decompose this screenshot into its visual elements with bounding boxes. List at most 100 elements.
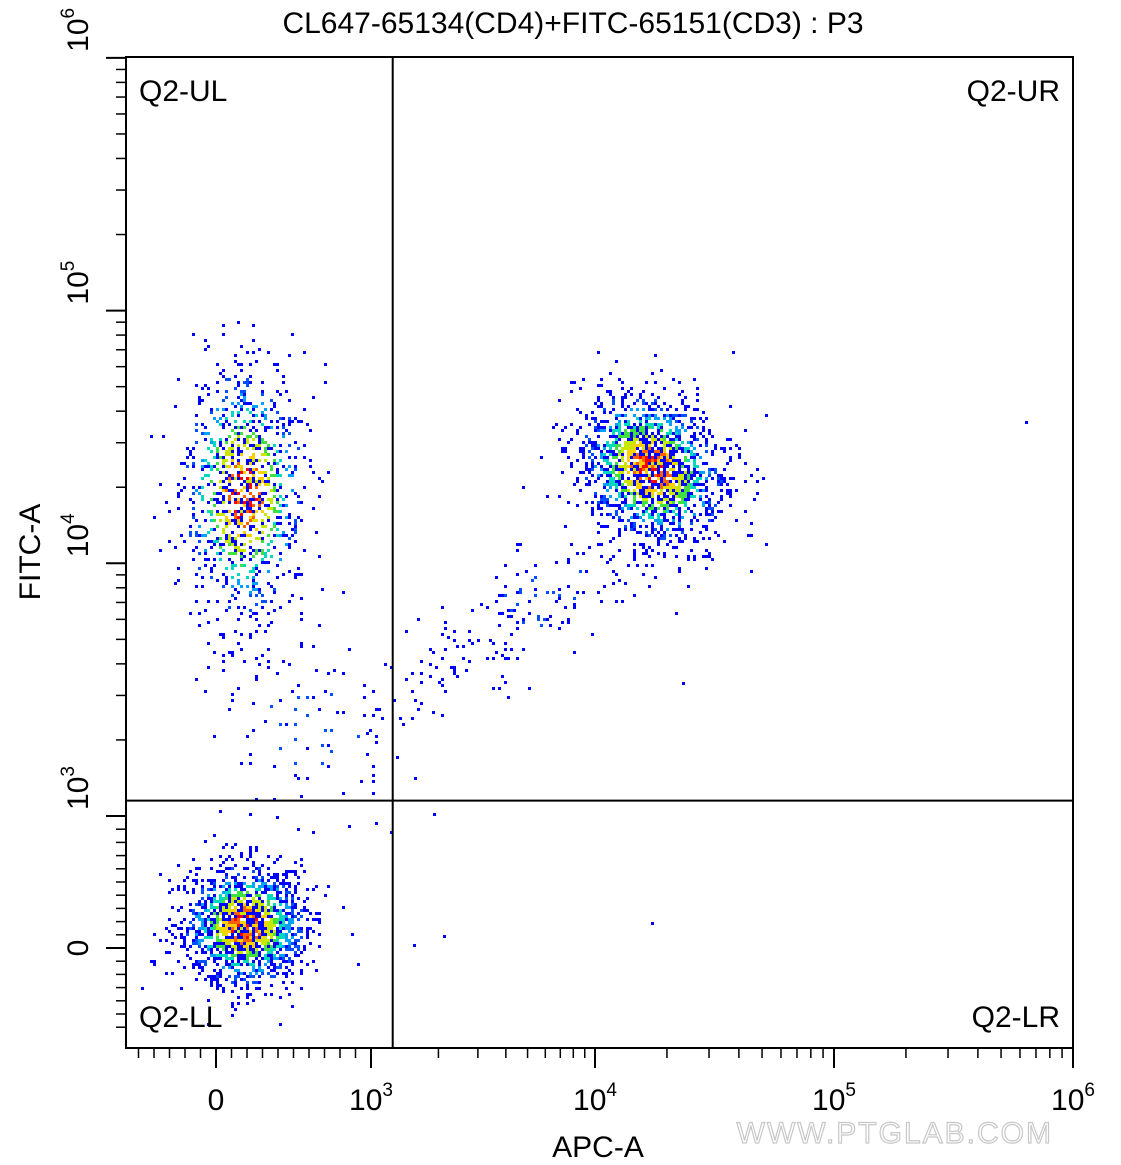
event-dot <box>312 507 315 510</box>
event-dot <box>678 537 681 540</box>
event-dot <box>189 927 192 930</box>
event-dot <box>246 957 249 960</box>
event-dot <box>234 879 237 882</box>
event-dot <box>702 435 705 438</box>
event-dot <box>225 417 228 420</box>
event-dot <box>219 903 222 906</box>
event-dot <box>252 405 255 408</box>
event-dot <box>183 942 186 945</box>
event-dot <box>615 360 618 363</box>
event-dot <box>213 954 216 957</box>
event-dot <box>216 906 219 909</box>
event-dot <box>645 486 648 489</box>
event-dot <box>270 498 273 501</box>
event-dot <box>486 657 489 660</box>
event-dot <box>258 444 261 447</box>
event-dot <box>228 498 231 501</box>
event-dot <box>225 936 228 939</box>
event-dot <box>443 935 446 938</box>
event-dot <box>267 912 270 915</box>
event-dot <box>276 918 279 921</box>
event-dot <box>645 465 648 468</box>
event-dot <box>210 984 213 987</box>
event-dot <box>570 465 573 468</box>
event-dot <box>258 438 261 441</box>
event-dot <box>258 879 261 882</box>
event-dot <box>657 477 660 480</box>
event-dot <box>708 468 711 471</box>
event-dot <box>591 510 594 513</box>
event-dot <box>309 912 312 915</box>
event-dot <box>273 486 276 489</box>
event-dot <box>618 426 621 429</box>
event-dot <box>234 963 237 966</box>
event-dot <box>705 450 708 453</box>
event-dot <box>276 426 279 429</box>
event-dot <box>270 507 273 510</box>
event-dot <box>660 519 663 522</box>
event-dot <box>375 822 378 825</box>
event-dot <box>642 426 645 429</box>
event-dot <box>216 975 219 978</box>
event-dot <box>240 942 243 945</box>
event-dot <box>207 945 210 948</box>
event-dot <box>657 429 660 432</box>
event-dot <box>675 450 678 453</box>
event-dot <box>246 936 249 939</box>
event-dot <box>204 906 207 909</box>
event-dot <box>225 909 228 912</box>
event-dot <box>261 939 264 942</box>
event-dot <box>225 954 228 957</box>
event-dot <box>228 606 231 609</box>
event-dot <box>255 972 258 975</box>
event-dot <box>195 930 198 933</box>
event-dot <box>660 501 663 504</box>
event-dot <box>648 450 651 453</box>
event-dot <box>642 399 645 402</box>
event-dot <box>204 924 207 927</box>
event-dot <box>285 966 288 969</box>
event-dot <box>237 963 240 966</box>
event-dot <box>720 480 723 483</box>
event-dot <box>663 444 666 447</box>
event-dot <box>663 459 666 462</box>
event-dot <box>693 555 696 558</box>
event-dot <box>237 519 240 522</box>
event-dot <box>660 474 663 477</box>
event-dot <box>216 525 219 528</box>
event-dot <box>279 936 282 939</box>
event-dot <box>618 378 621 381</box>
event-dot <box>675 507 678 510</box>
event-dot <box>294 528 297 531</box>
event-dot <box>564 606 567 609</box>
event-dot <box>243 399 246 402</box>
event-dot <box>621 402 624 405</box>
event-dot <box>246 351 249 354</box>
event-dot <box>204 927 207 930</box>
event-dot <box>600 600 603 603</box>
event-dot <box>639 489 642 492</box>
event-dot <box>291 909 294 912</box>
event-dot <box>234 540 237 543</box>
event-dot <box>639 462 642 465</box>
event-dot <box>240 951 243 954</box>
event-dot <box>663 486 666 489</box>
event-dot <box>258 591 261 594</box>
event-dot <box>252 927 255 930</box>
event-dot <box>219 501 222 504</box>
event-dot <box>225 576 228 579</box>
event-dot <box>273 534 276 537</box>
event-dot <box>261 900 264 903</box>
event-dot <box>612 480 615 483</box>
event-dot <box>213 417 216 420</box>
event-dot <box>231 876 234 879</box>
event-dot <box>687 426 690 429</box>
event-dot <box>600 468 603 471</box>
event-dot <box>231 450 234 453</box>
event-dot <box>627 519 630 522</box>
event-dot <box>369 729 372 732</box>
event-dot <box>744 480 747 483</box>
event-dot <box>600 501 603 504</box>
event-dot <box>600 525 603 528</box>
event-dot <box>615 423 618 426</box>
